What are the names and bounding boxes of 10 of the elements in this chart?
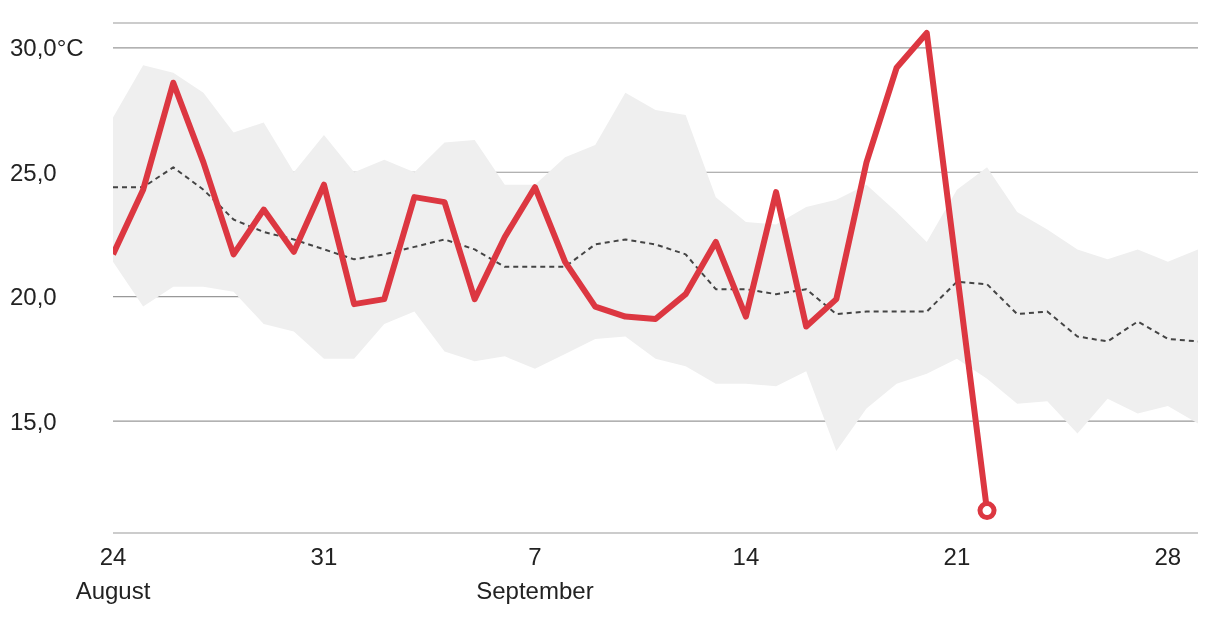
x-tick-label: 14 (732, 543, 760, 570)
y-tick-label: 20,0 (10, 283, 57, 311)
y-tick-label: 25,0 (10, 158, 57, 186)
x-tick-label: 24 August (75, 543, 151, 604)
x-tick-label: 21 (943, 543, 971, 570)
x-tick-label: 28 (1154, 543, 1182, 570)
y-tick-label: 30,0°C (10, 34, 84, 62)
y-tick-label: 15,0 (10, 407, 57, 435)
x-tick-label: 31 (310, 543, 338, 570)
x-tick-label: 7 September (476, 543, 594, 604)
